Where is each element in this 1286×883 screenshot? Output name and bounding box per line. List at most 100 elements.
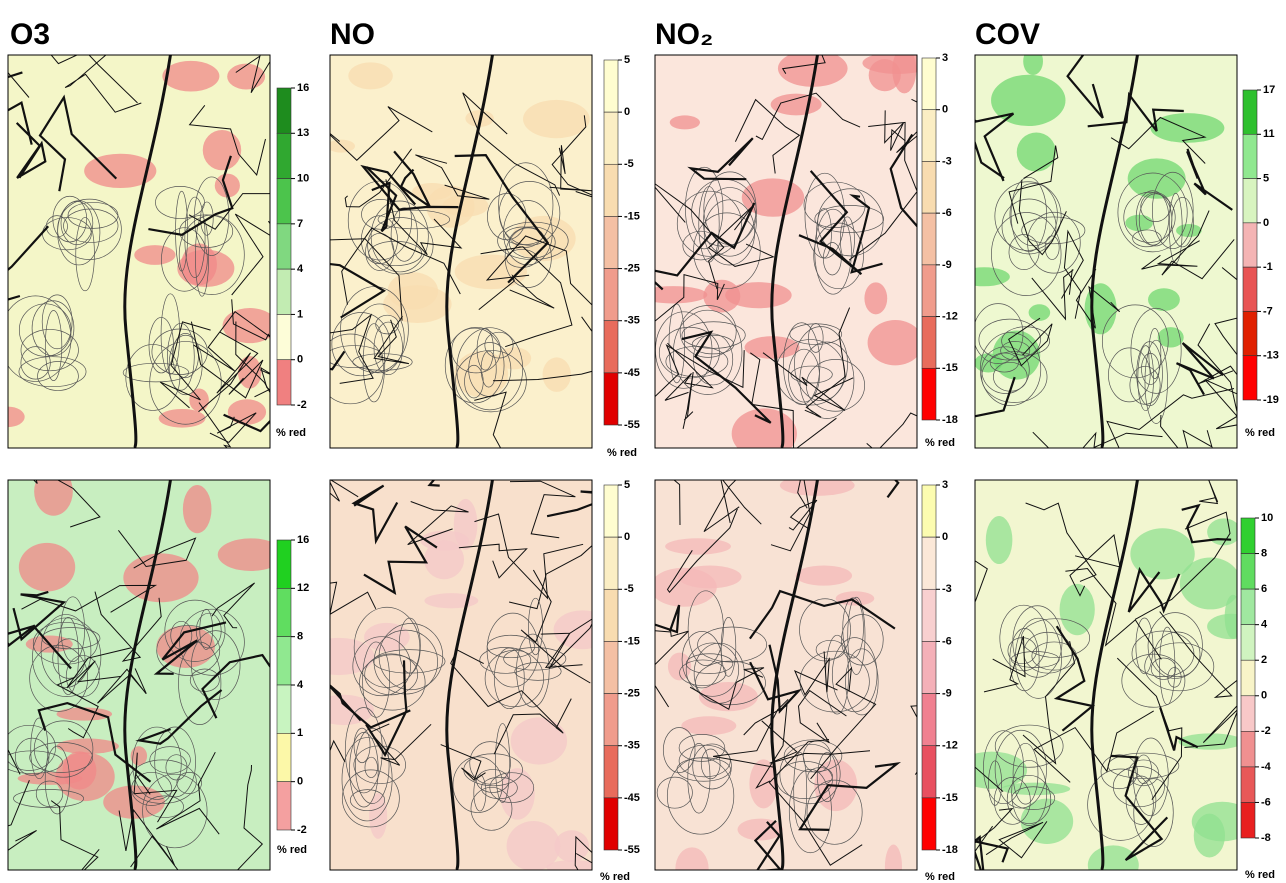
shade-area (442, 194, 489, 217)
shade-area (130, 746, 148, 766)
contour (516, 633, 550, 708)
colorbar-tick-label: -3 (942, 583, 952, 595)
road (681, 330, 772, 424)
road (544, 622, 592, 669)
colorbar-tick-label: 3 (942, 479, 948, 491)
map-panel: 3 0 -3 -6 -9 -12 -15 -18 % red (654, 479, 958, 883)
contour (29, 742, 94, 773)
road (15, 122, 47, 179)
colorbar-segment (921, 797, 937, 851)
road (493, 698, 572, 755)
contour (179, 214, 234, 248)
contour (44, 745, 70, 815)
shade-area (123, 553, 199, 603)
contour (682, 230, 720, 261)
colorbar-tick-label: 0 (1261, 690, 1267, 702)
colorbar-segment (1240, 517, 1256, 554)
contour (845, 648, 879, 716)
contour (353, 606, 421, 688)
road (749, 644, 803, 714)
shade-area (655, 286, 708, 304)
road (755, 92, 861, 141)
contour (1010, 651, 1060, 668)
colorbar-tick-label: 6 (1261, 583, 1267, 595)
road (770, 480, 811, 552)
shade-area (227, 63, 266, 90)
contour (994, 729, 1047, 809)
contour (8, 724, 56, 771)
road (1160, 414, 1213, 448)
road (1065, 567, 1162, 660)
colorbar-segment (921, 641, 937, 694)
contour (176, 772, 202, 794)
colorbar-tick-label: -19 (1263, 394, 1279, 406)
shade-area (1179, 557, 1237, 610)
colorbar-tick-label: 5 (624, 54, 630, 66)
contour (1027, 211, 1081, 274)
shade-area (348, 62, 393, 90)
road (1176, 342, 1224, 396)
contour (486, 612, 539, 688)
road (330, 313, 374, 384)
shade-area (523, 99, 590, 139)
contour (31, 300, 75, 357)
contour (32, 617, 102, 697)
shade-area (189, 388, 209, 412)
colorbar-tick-label: -3 (942, 155, 952, 167)
contour (63, 208, 119, 243)
contour (398, 617, 421, 674)
contour (487, 193, 527, 241)
contour (1123, 191, 1176, 243)
contour (18, 356, 87, 388)
colorbar-tick-label: -7 (1263, 305, 1273, 317)
contour (687, 743, 711, 814)
colorbar-unit: % red (925, 871, 955, 883)
contour (495, 723, 511, 803)
colorbar-tick-label: -1 (1263, 261, 1273, 273)
river (445, 55, 494, 448)
contour (493, 647, 525, 710)
road (8, 624, 72, 670)
road (407, 501, 469, 546)
colorbar-tick-label: -12 (942, 740, 958, 752)
road (64, 55, 142, 113)
road (198, 402, 232, 448)
colorbar-segment (603, 536, 619, 590)
river (770, 55, 819, 448)
contour (14, 737, 50, 776)
road (235, 55, 270, 94)
contour (353, 727, 371, 764)
road (713, 699, 789, 768)
shade-area (975, 267, 1010, 287)
contour (700, 748, 721, 780)
contour (1014, 617, 1062, 699)
road (1066, 55, 1104, 119)
road (415, 154, 490, 200)
colorbar-tick-label: 16 (297, 534, 309, 546)
road (223, 413, 270, 433)
shade-area (162, 60, 220, 92)
colorbar-segment (276, 539, 292, 589)
road (1199, 480, 1219, 505)
road (848, 121, 917, 261)
colorbar-segment (1242, 222, 1258, 268)
map (655, 55, 917, 448)
road (56, 676, 99, 739)
contour (692, 743, 732, 790)
road (8, 780, 37, 851)
road (330, 581, 377, 615)
road (12, 590, 67, 642)
map-frame (974, 479, 1238, 871)
map-frame (654, 479, 918, 871)
road (1069, 534, 1121, 597)
contour (498, 162, 554, 248)
colorbar-tick-label: -15 (942, 792, 958, 804)
road (330, 262, 387, 319)
road (236, 764, 264, 870)
road (985, 821, 1048, 859)
road (1159, 707, 1199, 751)
river (770, 480, 819, 870)
road (975, 766, 1004, 792)
road (793, 651, 838, 696)
shade-area (8, 406, 25, 428)
